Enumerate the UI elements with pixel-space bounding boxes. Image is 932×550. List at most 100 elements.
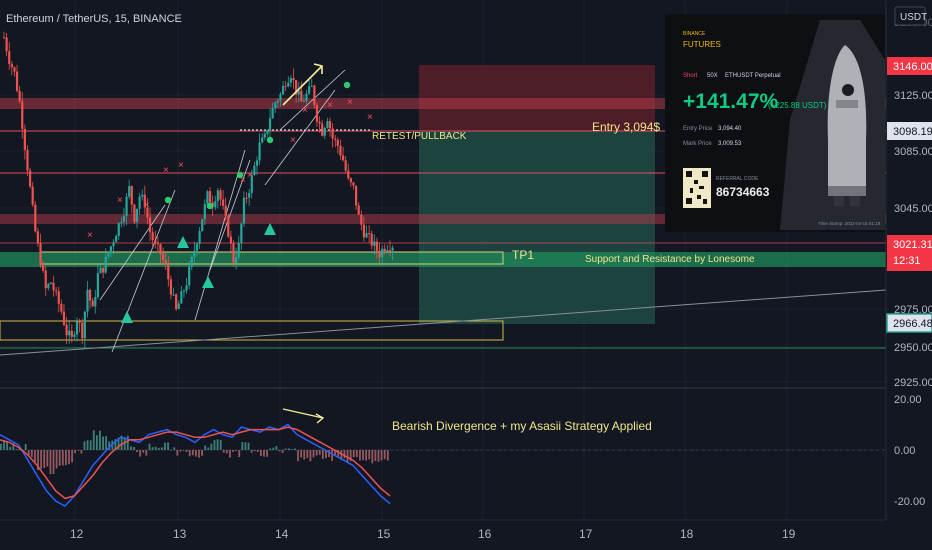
rocket-illustration [780,20,885,230]
osc-histogram-bar [201,450,203,456]
symbol-title[interactable]: Ethereum / TetherUS, 15, BINANCE [6,13,182,25]
osc-histogram-bar [27,450,30,456]
osc-histogram-bar [173,447,176,450]
osc-histogram-bar [328,450,330,458]
time-axis[interactable] [0,520,886,550]
osc-histogram-bar [371,450,374,464]
time-tick: 17 [579,527,593,541]
candlestick-series [2,31,394,349]
channel-lines[interactable] [99,69,346,353]
candle-body [73,334,76,337]
osc-histogram-bar [77,450,80,451]
osc-histogram-bar [337,450,340,458]
osc-histogram-bar [383,450,386,460]
osc-histogram-bar [281,450,284,454]
osc-histogram-bar [297,450,299,462]
candle-body [375,241,379,251]
sell-signal-x: × [367,112,373,123]
candle-body [117,223,120,236]
resistance-zone-upper[interactable] [0,98,886,109]
time-tick: 18 [680,527,694,541]
pnl-timestamp: Time Stamp: 2022-04-15 01:18 [818,221,881,226]
candle-body [206,191,209,204]
candle-body [164,259,167,265]
candle-body [208,191,212,203]
resistance-zone-lower[interactable] [0,214,886,224]
candle-body [68,330,71,336]
osc-histogram-bar [68,450,70,465]
currency-button[interactable]: USDT [894,6,927,26]
osc-histogram-bar [210,443,213,450]
osc-histogram-bar [374,450,377,462]
osc-histogram-bar [213,439,216,450]
osc-histogram-bar [346,450,349,462]
candle-body [18,90,21,102]
osc-histogram-bar [18,448,21,450]
rising-trendline[interactable] [0,289,887,356]
osc-histogram-bar [287,448,290,450]
osc-histogram-bar [108,441,111,450]
pnl-contract: ETHUSDT Perpetual [725,73,781,79]
osc-histogram-bar [136,450,138,453]
yellow-support-box[interactable] [0,320,504,341]
price-axis[interactable] [886,0,932,550]
candle-body [15,71,19,91]
osc-histogram-bar [176,450,179,456]
osc-histogram-bar [241,442,244,450]
candle-body [240,223,243,243]
osc-tick: -20.00 [894,496,925,508]
price-tick: 3045.00 [894,203,932,215]
candle-body [386,250,389,252]
osc-histogram-bar [318,450,321,455]
take-profit-zone[interactable] [419,131,655,324]
tp1-label: TP1 [512,248,534,262]
buy-signal-triangle [177,236,189,248]
sell-signal-x: × [117,195,123,206]
pnl-side: Short [683,73,698,79]
candle-body [88,289,92,301]
buy-signal-triangle [121,311,133,323]
entry-price-value: 3,094.40 [718,126,742,132]
candle-body [115,235,118,243]
candle-body [224,205,227,216]
osc-histogram-bar [222,450,225,453]
osc-histogram-bar [229,450,231,458]
candle-body [245,197,248,199]
tp1-support-zone[interactable] [0,252,886,267]
price-badge-red: 3146.00 [887,57,932,75]
qr-code [683,168,711,208]
osc-histogram-bar [303,450,306,460]
candle-body [300,90,303,102]
signal-dot [266,136,274,144]
osc-histogram-bar [368,450,371,460]
osc-histogram-bar [352,450,355,458]
signal-dot [343,81,351,89]
sell-signal-x: × [327,100,333,111]
osc-histogram-bar [145,450,148,456]
osc-histogram-bar [247,442,250,450]
candle-body [107,253,110,257]
osc-histogram-bar [244,442,247,450]
candle-body [99,267,102,274]
signal-dot [236,171,244,179]
referral-code: 86734663 [716,185,770,199]
osc-histogram-bar [198,450,200,458]
osc-histogram-bar [182,450,185,451]
candle-body [31,186,34,205]
price-tick: 3085.00 [894,146,932,158]
currency-label: USDT [900,12,927,23]
osc-histogram-bar [80,450,83,454]
pnl-roe: +141.47% [683,90,778,113]
osc-histogram-bar [126,435,129,450]
candle-body [221,199,225,206]
candle-body [154,239,157,243]
candle-body [148,217,152,233]
osc-histogram-bar [269,448,272,450]
price-badge-last: 3021.31 12:31 [887,235,932,271]
candle-body [383,248,386,251]
candle-body [185,285,188,291]
osc-histogram-bar [9,446,12,450]
osc-histogram-bar [154,446,157,450]
candle-body [391,247,394,251]
